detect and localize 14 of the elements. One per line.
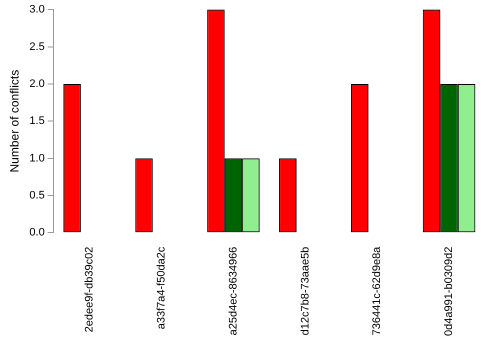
y-axis-title: Number of conflicts <box>8 70 22 172</box>
y-tick-label: 1.0 <box>29 152 45 164</box>
y-tick-label: 2.0 <box>29 78 45 90</box>
x-tick-label: a33f7a4-f50da2c <box>156 246 168 330</box>
x-tick-label: 2edee9f-db39c02 <box>84 246 96 332</box>
x-tick-label: 736441c-62d9e8a <box>371 246 384 336</box>
x-tick-label: 0d4a991-b0309d2 <box>443 246 456 336</box>
y-tick-label: 3.0 <box>29 4 45 16</box>
y-tick-label: 2.5 <box>29 40 45 53</box>
y-tick-label: 1.5 <box>29 115 45 128</box>
y-tick-label: 0.0 <box>29 226 45 239</box>
y-tick-label: 0.5 <box>29 190 45 202</box>
x-tick-label: a25d4ec-8634966 <box>227 246 240 336</box>
x-tick-label: d12c7b8-73aae5b <box>299 246 312 336</box>
